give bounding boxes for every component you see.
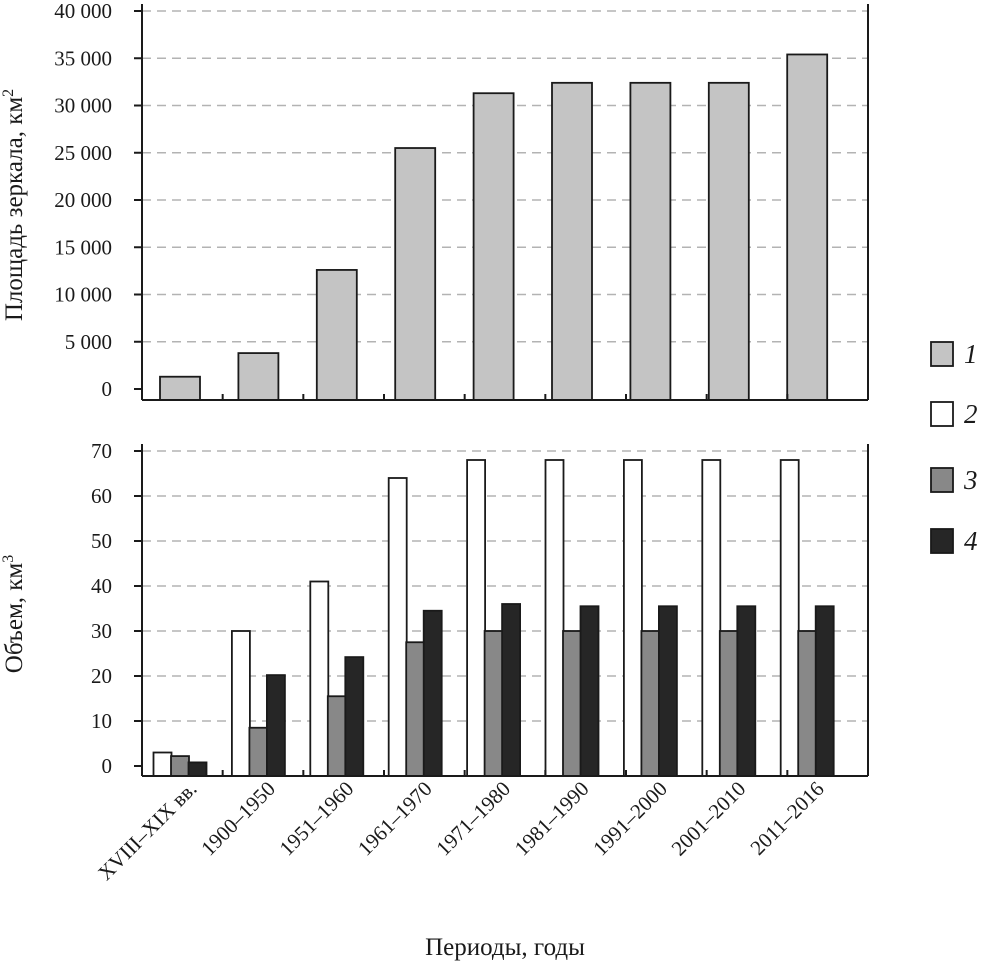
area-axes — [141, 4, 869, 401]
area-y-tick-label: 35 000 — [54, 46, 112, 70]
x-tick-label: 2001–2010 — [667, 777, 751, 861]
area-y-ticks: 0 5 000 10 000 15 000 20 000 25 000 30 000 35 0… — [54, 0, 142, 401]
area-y-tick-label: 15 000 — [54, 235, 112, 259]
legend-swatch — [930, 528, 954, 554]
x-tick-label: 1900–1950 — [196, 777, 280, 861]
volume-bar-series-4 — [265, 674, 286, 777]
volume-bar-series-4 — [814, 605, 835, 777]
area-bar — [159, 375, 201, 401]
volume-bar-series-4 — [658, 605, 678, 777]
legend: 1 2 3 4 — [930, 339, 978, 556]
legend-label: 2 — [964, 399, 978, 429]
x-tick-label: 2011–2016 — [745, 777, 828, 860]
x-tick-label: 1991–2000 — [588, 777, 672, 861]
volume-bar-series-3 — [640, 630, 661, 777]
legend-swatch — [930, 341, 954, 367]
volume-y-tick-label: 60 — [91, 484, 112, 508]
volume-y-tick-label: 40 — [91, 574, 112, 598]
x-axis-title: Периоды, годы — [425, 934, 585, 961]
volume-bar-series-2 — [152, 751, 173, 777]
volume-y-tick-label: 0 — [102, 754, 113, 778]
x-tick-label: 1951–1960 — [275, 777, 359, 861]
volume-bar-series-3 — [326, 695, 347, 777]
area-y-tick-label: 0 — [102, 377, 113, 401]
volume-bar-series-2 — [701, 459, 722, 777]
volume-y-tick-label: 20 — [91, 664, 112, 688]
volume-bar-series-4 — [579, 605, 600, 777]
volume-bar-series-3 — [248, 726, 269, 777]
legend-label: 1 — [964, 339, 978, 369]
volume-bar-series-3 — [718, 630, 739, 777]
volume-bar-series-4 — [344, 656, 365, 777]
volume-bar-series-3 — [405, 641, 426, 777]
volume-bar-series-2 — [466, 459, 487, 777]
volume-bar-series-2 — [230, 630, 251, 777]
volume-bar-series-2 — [623, 459, 643, 777]
volume-bar-series-4 — [501, 603, 522, 777]
area-bar — [786, 53, 829, 401]
volume-y-tick-label: 30 — [91, 619, 112, 643]
x-tick-label: 1971–1980 — [431, 777, 515, 861]
area-bar — [315, 269, 358, 401]
volume-bar-series-2 — [544, 459, 565, 777]
legend-label: 3 — [963, 465, 978, 495]
volume-bar-series-3 — [483, 630, 504, 777]
volume-bars — [152, 459, 835, 777]
area-y-tick-label: 30 000 — [54, 94, 112, 118]
x-tick-label: 1961–1970 — [353, 777, 437, 861]
area-bar — [472, 92, 515, 401]
area-y-tick-label: 5 000 — [65, 330, 112, 354]
volume-bar-series-2 — [779, 459, 800, 777]
volume-y-tick-label: 10 — [91, 709, 112, 733]
area-y-tick-label: 25 000 — [54, 141, 112, 165]
area-bar — [394, 147, 437, 401]
volume-bar-series-4 — [187, 761, 208, 777]
area-y-tick-label: 40 000 — [54, 0, 112, 23]
volume-y-ticks: 0 10 20 30 40 50 60 70 — [91, 439, 142, 778]
volume-y-tick-label: 50 — [91, 529, 112, 553]
area-y-tick-label: 20 000 — [54, 188, 112, 212]
area-chart-panel: 0 5 000 10 000 15 000 20 000 25 000 30 000 35 0… — [0, 0, 869, 401]
volume-bar-series-4 — [422, 609, 443, 777]
x-tick-label: 1981–1990 — [510, 777, 594, 861]
area-bar — [551, 81, 593, 401]
volume-bar-series-4 — [736, 605, 757, 777]
volume-x-ticks: XVIII–XIX вв.1900–19501951–19601961–1970… — [93, 777, 829, 886]
legend-swatch — [930, 401, 954, 427]
area-bars — [159, 53, 829, 401]
volume-y-axis-title: Объем, км3 — [0, 555, 28, 673]
x-tick-label: XVIII–XIX вв. — [93, 777, 202, 886]
area-bar — [629, 81, 672, 401]
area-bar — [707, 81, 750, 401]
volume-bar-series-3 — [170, 755, 190, 777]
area-y-tick-label: 10 000 — [54, 283, 112, 307]
legend-label: 4 — [964, 526, 978, 556]
volume-bar-series-2 — [309, 580, 330, 777]
volume-y-tick-label: 70 — [91, 439, 112, 463]
area-bar — [237, 352, 280, 401]
legend-swatch — [930, 467, 954, 493]
volume-bar-series-2 — [387, 477, 408, 777]
area-y-axis-title: Площадь зеркала, км2 — [0, 89, 28, 321]
volume-bar-series-3 — [562, 630, 582, 777]
volume-bar-series-3 — [797, 630, 818, 777]
